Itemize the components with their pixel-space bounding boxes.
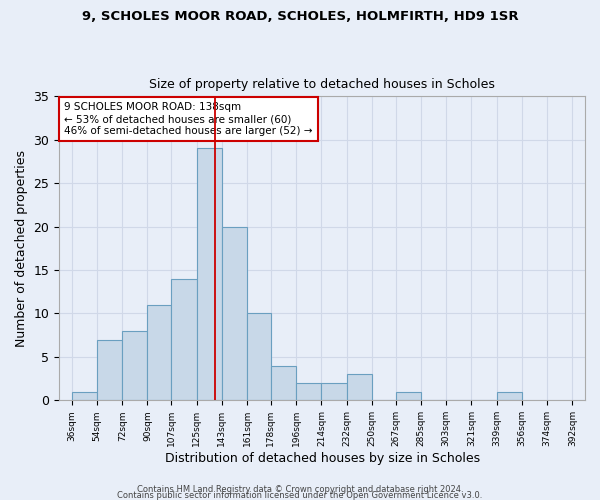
- Bar: [148, 305, 172, 400]
- Text: 9, SCHOLES MOOR ROAD, SCHOLES, HOLMFIRTH, HD9 1SR: 9, SCHOLES MOOR ROAD, SCHOLES, HOLMFIRTH…: [82, 10, 518, 23]
- Bar: [222, 226, 247, 400]
- Bar: [271, 366, 296, 400]
- Bar: [97, 340, 122, 400]
- Bar: [72, 392, 97, 400]
- Bar: [497, 392, 522, 400]
- X-axis label: Distribution of detached houses by size in Scholes: Distribution of detached houses by size …: [164, 452, 479, 465]
- Bar: [296, 383, 322, 400]
- Text: Contains public sector information licensed under the Open Government Licence v3: Contains public sector information licen…: [118, 491, 482, 500]
- Text: 9 SCHOLES MOOR ROAD: 138sqm
← 53% of detached houses are smaller (60)
46% of sem: 9 SCHOLES MOOR ROAD: 138sqm ← 53% of det…: [64, 102, 313, 136]
- Text: Contains HM Land Registry data © Crown copyright and database right 2024.: Contains HM Land Registry data © Crown c…: [137, 485, 463, 494]
- Bar: [122, 331, 148, 400]
- Bar: [395, 392, 421, 400]
- Y-axis label: Number of detached properties: Number of detached properties: [15, 150, 28, 347]
- Bar: [247, 314, 271, 400]
- Bar: [322, 383, 347, 400]
- Bar: [197, 148, 222, 400]
- Bar: [347, 374, 372, 400]
- Bar: [172, 278, 197, 400]
- Title: Size of property relative to detached houses in Scholes: Size of property relative to detached ho…: [149, 78, 495, 91]
